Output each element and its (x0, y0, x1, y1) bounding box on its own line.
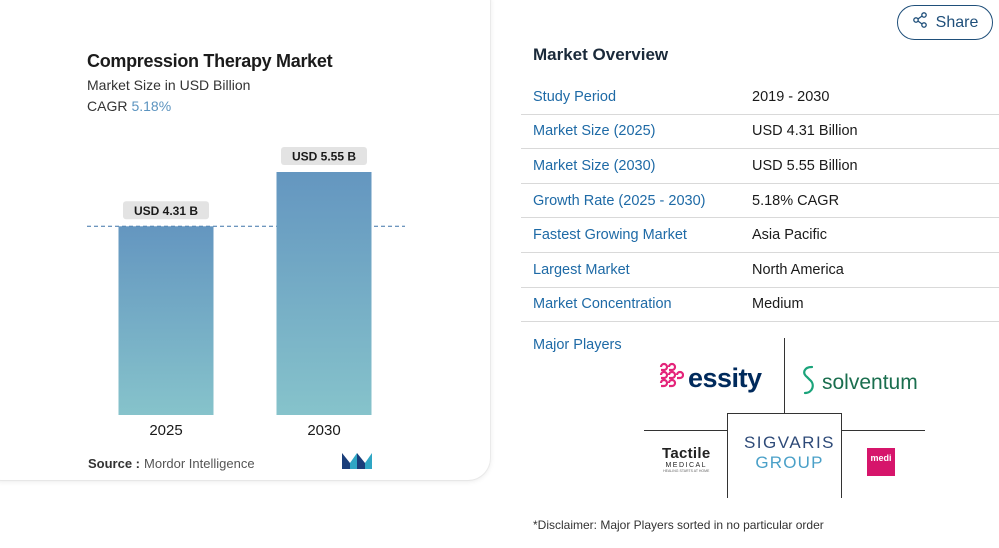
bar-data-label: USD 5.55 B (292, 150, 356, 164)
row-key[interactable]: Market Size (2025) (533, 123, 656, 140)
table-row: Largest Market North America (521, 253, 999, 288)
overview-table: Study Period 2019 - 2030 Market Size (20… (521, 80, 999, 323)
row-key[interactable]: Study Period (533, 88, 617, 105)
cagr-value: 5.18% (131, 98, 172, 114)
solventum-wordmark: solventum (822, 370, 918, 394)
cagr-label: CAGR (87, 98, 128, 114)
tactile-medical-logo[interactable]: Tactile MEDICAL HEALING STARTS AT HOME (662, 445, 711, 473)
source-text: Source : Mordor Intelligence (88, 456, 255, 471)
bar (276, 172, 372, 415)
row-value: USD 4.31 Billion (752, 123, 858, 140)
major-players-logos: essity solventum Tactile MEDICAL HEALING… (640, 338, 930, 500)
sigvaris-group-logo[interactable]: SIGVARIS GROUP (732, 433, 847, 473)
row-value: USD 5.55 Billion (752, 157, 858, 174)
tactile-tagline: HEALING STARTS AT HOME (663, 469, 710, 473)
row-value: North America (752, 261, 844, 278)
divider (644, 430, 727, 431)
table-row: Market Size (2030) USD 5.55 Billion (521, 149, 999, 184)
mordor-logo-icon (342, 453, 372, 474)
sigvaris-wordmark: SIGVARIS (743, 433, 836, 452)
tactile-wordmark: Tactile (662, 445, 711, 462)
tactile-sub-wordmark: MEDICAL (665, 462, 708, 469)
share-label: Share (935, 13, 979, 31)
table-row: Market Concentration Medium (521, 288, 999, 323)
row-value: Asia Pacific (752, 227, 827, 244)
x-tick-label: 2030 (307, 422, 340, 439)
source-label: Source : (88, 456, 141, 471)
medi-logo[interactable]: medi (867, 448, 895, 476)
essity-mark-icon (658, 362, 685, 395)
row-key[interactable]: Fastest Growing Market (533, 227, 687, 244)
sigvaris-group-wordmark: GROUP (755, 453, 824, 472)
x-tick-label: 2025 (149, 422, 182, 439)
chart-subtitle: Market Size in USD Billion (87, 77, 251, 93)
major-players-label[interactable]: Major Players (533, 337, 622, 353)
divider (727, 413, 842, 414)
source-value: Mordor Intelligence (144, 456, 255, 471)
solventum-logo[interactable]: solventum (798, 364, 918, 401)
divider (727, 413, 728, 498)
row-key[interactable]: Market Concentration (533, 296, 672, 313)
bar-label-bg (123, 201, 209, 220)
medi-wordmark: medi (870, 453, 892, 463)
table-row: Study Period 2019 - 2030 (521, 80, 999, 115)
table-row: Fastest Growing Market Asia Pacific (521, 218, 999, 253)
solventum-mark-icon (798, 364, 818, 401)
divider (841, 413, 842, 498)
cagr-text: CAGR 5.18% (87, 98, 171, 114)
row-value: 2019 - 2030 (752, 88, 830, 105)
table-row: Market Size (2025) USD 4.31 Billion (521, 115, 999, 150)
essity-logo[interactable]: essity (658, 362, 762, 395)
row-value: Medium (752, 296, 804, 313)
row-key[interactable]: Growth Rate (2025 - 2030) (533, 192, 706, 209)
row-value: 5.18% CAGR (752, 192, 840, 209)
divider (841, 430, 925, 431)
bar (118, 226, 214, 415)
chart-title: Compression Therapy Market (87, 51, 333, 71)
essity-wordmark: essity (688, 363, 762, 393)
row-key[interactable]: Largest Market (533, 261, 630, 278)
share-button[interactable]: Share (897, 5, 993, 40)
bar-chart: USD 4.31 B 2025 USD 5.55 B 2030 (87, 147, 405, 439)
divider (784, 338, 785, 413)
disclaimer-text: *Disclaimer: Major Players sorted in no … (533, 518, 824, 532)
bar-label-bg (281, 147, 367, 165)
table-row: Growth Rate (2025 - 2030) 5.18% CAGR (521, 184, 999, 219)
chart-card (0, 0, 490, 480)
row-key[interactable]: Market Size (2030) (533, 157, 656, 174)
share-icon (912, 12, 928, 33)
overview-title: Market Overview (533, 45, 669, 64)
bar-data-label: USD 4.31 B (134, 204, 198, 218)
